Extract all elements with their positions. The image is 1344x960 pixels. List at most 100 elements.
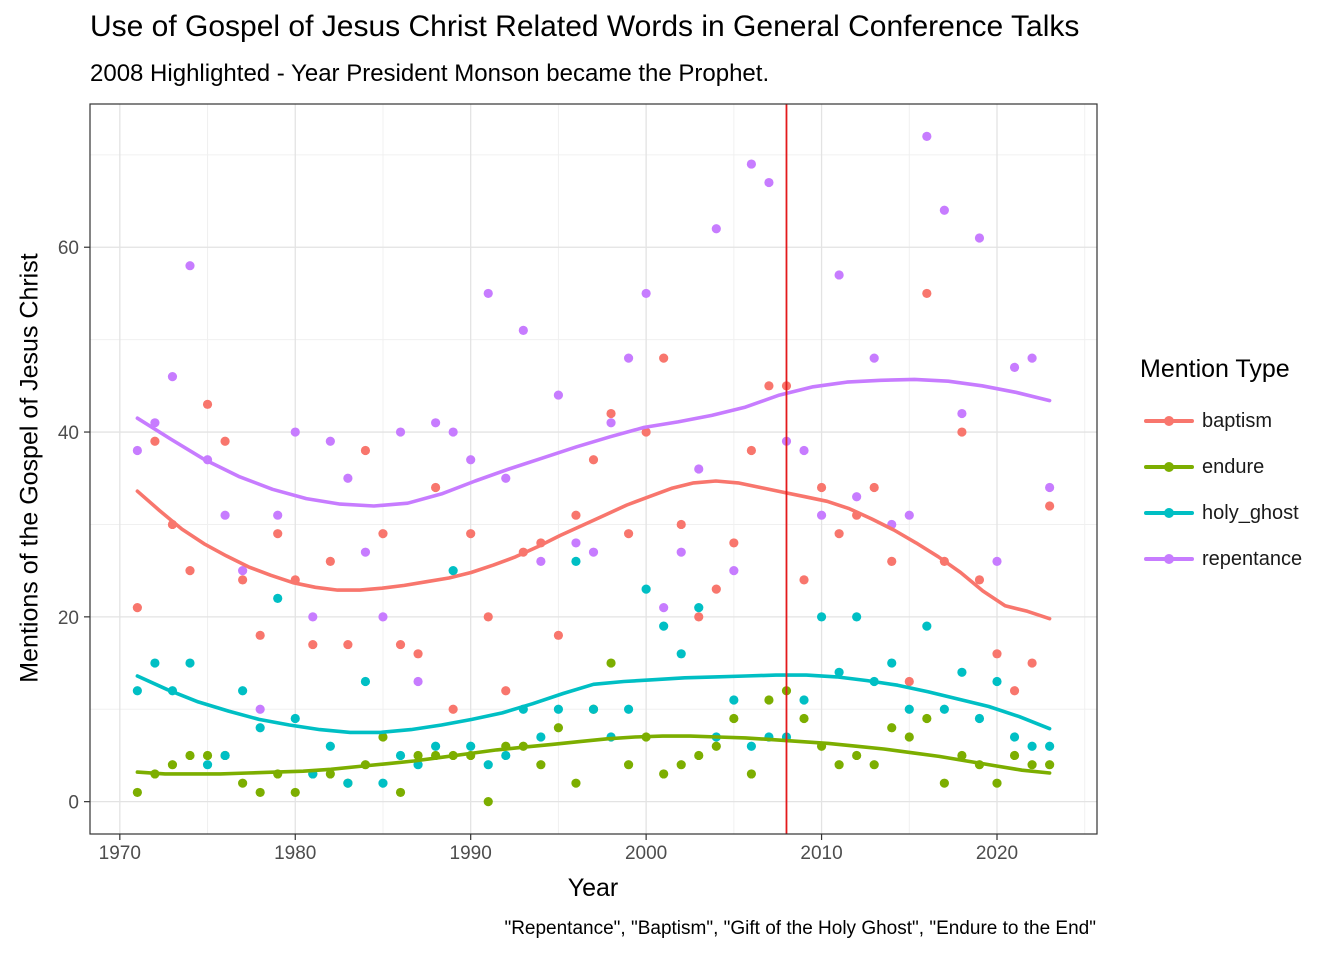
point-endure: [904, 732, 914, 742]
point-baptism: [746, 445, 756, 456]
legend-key: [1144, 549, 1194, 569]
point-baptism: [395, 639, 406, 650]
point-holy_ghost: [974, 713, 985, 724]
point-baptism: [202, 399, 213, 409]
point-endure: [729, 713, 739, 724]
point-holy_ghost: [220, 750, 230, 761]
point-holy_ghost: [816, 612, 827, 622]
point-repentance: [395, 427, 406, 437]
point-holy_ghost: [395, 750, 406, 761]
point-holy_ghost: [255, 723, 265, 733]
point-endure: [325, 769, 335, 779]
point-baptism: [641, 427, 651, 437]
point-holy_ghost: [431, 741, 441, 751]
point-endure: [290, 787, 300, 798]
point-baptism: [606, 408, 616, 419]
chart-caption: "Repentance", "Baptism", "Gift of the Ho…: [504, 918, 1096, 939]
point-baptism: [694, 612, 704, 622]
point-endure: [202, 750, 213, 761]
legend-label: holy_ghost: [1202, 501, 1299, 524]
chart-subtitle: 2008 Highlighted - Year President Monson…: [90, 60, 770, 87]
x-tick-label: 1990: [450, 843, 492, 864]
point-endure: [676, 760, 686, 770]
y-tick-label: 0: [68, 793, 79, 814]
point-repentance: [869, 353, 879, 363]
point-baptism: [1009, 686, 1020, 696]
point-baptism: [466, 529, 476, 539]
point-baptism: [711, 584, 721, 594]
point-repentance: [816, 510, 827, 520]
point-holy_ghost: [501, 750, 511, 761]
point-baptism: [764, 381, 774, 391]
point-baptism: [659, 353, 669, 363]
point-holy_ghost: [483, 760, 493, 770]
point-baptism: [799, 575, 809, 585]
point-baptism: [501, 686, 511, 696]
point-baptism: [220, 436, 230, 446]
point-holy_ghost: [694, 603, 704, 613]
legend-item-holy_ghost: holy_ghost: [1140, 490, 1302, 536]
point-repentance: [290, 427, 300, 437]
point-endure: [395, 787, 406, 798]
x-tick-label: 2000: [625, 843, 667, 864]
point-holy_ghost: [676, 649, 686, 659]
point-repentance: [378, 612, 388, 622]
x-tick-label: 2010: [800, 843, 842, 864]
point-endure: [167, 760, 178, 770]
point-repentance: [238, 566, 248, 576]
point-baptism: [922, 288, 932, 299]
point-endure: [238, 778, 248, 788]
trend-lines: [135, 377, 1052, 776]
point-endure: [746, 769, 756, 779]
point-baptism: [360, 445, 371, 456]
point-baptism: [553, 630, 564, 640]
x-axis-label: Year: [567, 874, 619, 902]
legend-items: baptism endure holy_ghost repentance: [1140, 398, 1302, 582]
point-baptism: [1045, 501, 1055, 511]
point-baptism: [150, 436, 160, 446]
point-holy_ghost: [553, 704, 564, 714]
point-holy_ghost: [746, 741, 756, 751]
point-repentance: [325, 436, 335, 446]
grid: [90, 104, 1097, 834]
point-endure: [255, 787, 265, 798]
point-repentance: [483, 288, 493, 299]
point-endure: [764, 695, 774, 705]
point-repentance: [957, 408, 967, 419]
trend-line-endure: [135, 734, 1052, 776]
point-repentance: [799, 445, 809, 456]
legend-key: [1144, 411, 1194, 431]
legend-key: [1144, 457, 1194, 477]
point-repentance: [220, 510, 230, 520]
point-repentance: [729, 566, 739, 576]
point-baptism: [869, 482, 879, 493]
point-baptism: [273, 529, 283, 539]
point-repentance: [852, 492, 862, 502]
point-holy_ghost: [659, 621, 669, 631]
point-endure: [694, 750, 704, 761]
point-endure: [483, 797, 493, 807]
point-holy_ghost: [571, 556, 581, 567]
point-holy_ghost: [325, 741, 335, 751]
x-tick-label: 1980: [274, 843, 316, 864]
point-holy_ghost: [343, 778, 353, 788]
point-endure: [852, 750, 862, 761]
y-tick-label: 20: [58, 608, 79, 629]
point-holy_ghost: [185, 658, 195, 668]
point-baptism: [238, 575, 248, 585]
point-repentance: [746, 159, 756, 169]
point-repentance: [641, 288, 651, 299]
point-endure: [378, 732, 388, 742]
point-endure: [869, 760, 879, 770]
point-repentance: [553, 390, 564, 400]
point-baptism: [904, 676, 914, 687]
point-repentance: [536, 556, 546, 567]
point-baptism: [887, 556, 897, 567]
point-repentance: [150, 418, 160, 428]
point-baptism: [343, 639, 353, 650]
point-baptism: [957, 427, 967, 437]
point-endure: [413, 750, 423, 761]
legend-key: [1144, 503, 1194, 523]
legend-label: endure: [1202, 455, 1265, 478]
legend-label: baptism: [1202, 409, 1273, 432]
